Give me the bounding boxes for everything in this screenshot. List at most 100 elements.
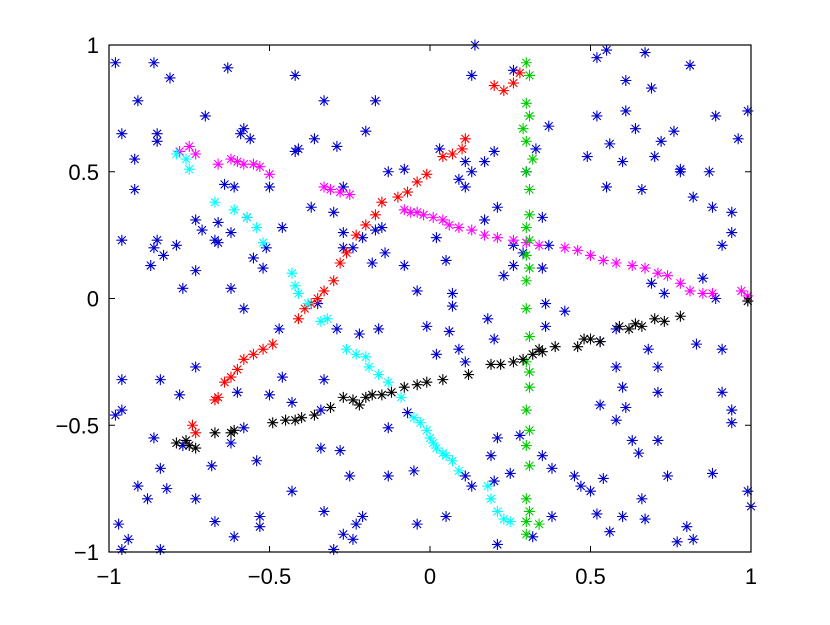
data-point: [170, 148, 182, 160]
data-point: [190, 148, 202, 160]
data-point: [463, 369, 475, 381]
data-point: [395, 391, 407, 403]
data-point: [617, 511, 629, 523]
data-point: [183, 440, 195, 452]
data-point: [132, 95, 144, 107]
data-point: [116, 374, 128, 386]
data-point: [601, 44, 613, 56]
data-point: [520, 440, 532, 452]
x-tick-label: −0.5: [248, 564, 291, 589]
data-point: [357, 511, 369, 523]
data-point: [430, 442, 442, 454]
data-point: [604, 526, 616, 538]
series-0: [109, 39, 757, 555]
data-point: [366, 389, 378, 401]
data-point: [453, 343, 465, 355]
x-tick-label: 0.5: [575, 564, 606, 589]
data-point: [190, 361, 202, 373]
data-point: [527, 153, 539, 165]
data-point: [228, 531, 240, 543]
data-point: [575, 480, 587, 492]
data-point: [238, 303, 250, 315]
data-point: [524, 424, 536, 436]
data-point: [286, 267, 298, 279]
data-point: [337, 181, 349, 193]
data-point: [350, 518, 362, 530]
data-point: [116, 234, 128, 246]
data-point: [520, 166, 532, 178]
data-point: [324, 183, 336, 195]
data-point: [697, 272, 709, 284]
data-point: [636, 493, 648, 505]
data-point: [597, 254, 609, 266]
data-point: [315, 404, 327, 416]
data-point: [408, 465, 420, 477]
y-tick-label: 1: [87, 33, 99, 58]
data-point: [674, 166, 686, 178]
data-point: [706, 467, 718, 479]
data-point: [222, 62, 234, 74]
data-point: [443, 219, 455, 231]
data-point: [328, 543, 340, 555]
data-point: [392, 191, 404, 203]
data-point: [376, 389, 388, 401]
data-point: [318, 374, 330, 386]
series-5: [170, 295, 754, 454]
x-tick-label: −1: [96, 564, 121, 589]
data-point: [427, 211, 439, 223]
data-point: [225, 153, 237, 165]
data-point: [206, 460, 218, 472]
data-point: [585, 485, 596, 497]
data-point: [485, 493, 497, 505]
data-point: [591, 52, 603, 64]
data-point: [543, 239, 555, 251]
data-point: [411, 206, 423, 218]
data-point: [212, 158, 224, 170]
data-point: [559, 305, 571, 317]
data-point: [488, 475, 500, 487]
data-point: [305, 201, 317, 213]
data-point: [190, 265, 202, 277]
data-point: [517, 123, 529, 135]
data-point: [498, 270, 510, 282]
data-point: [331, 323, 343, 335]
data-point: [732, 133, 744, 145]
data-point: [520, 493, 532, 505]
data-point: [479, 229, 491, 241]
x-tick-label: 0: [424, 564, 436, 589]
data-point: [662, 470, 674, 482]
data-point: [629, 318, 641, 330]
data-point: [536, 346, 548, 358]
data-point: [446, 455, 458, 467]
data-point: [491, 538, 503, 550]
data-point: [543, 120, 555, 132]
data-point: [658, 315, 670, 327]
data-point: [267, 338, 279, 350]
data-point: [334, 186, 346, 198]
data-point: [302, 298, 314, 310]
data-point: [411, 176, 423, 188]
data-point: [440, 511, 452, 523]
data-point: [591, 110, 603, 122]
data-point: [649, 151, 661, 163]
data-point: [491, 432, 503, 444]
data-point: [633, 447, 645, 459]
data-point: [344, 470, 356, 482]
data-point: [357, 232, 369, 244]
data-point: [652, 361, 664, 373]
data-point: [360, 351, 372, 363]
data-point: [726, 404, 738, 416]
data-point: [129, 183, 141, 195]
data-point: [674, 277, 686, 289]
data-point: [174, 389, 186, 401]
data-point: [312, 293, 324, 304]
data-point: [504, 516, 516, 528]
data-point: [437, 374, 449, 386]
data-point: [398, 204, 410, 216]
data-point: [260, 242, 272, 254]
data-point: [479, 214, 491, 226]
data-point: [225, 282, 237, 294]
data-point: [524, 460, 536, 472]
data-point: [520, 57, 532, 69]
data-point: [289, 69, 301, 81]
